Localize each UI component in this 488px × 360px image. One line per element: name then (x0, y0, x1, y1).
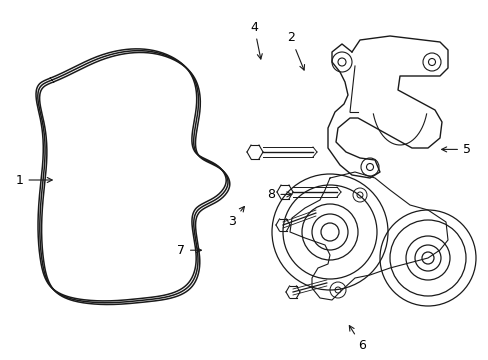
Text: 8: 8 (267, 188, 291, 201)
Text: 6: 6 (348, 325, 365, 352)
Text: 2: 2 (286, 31, 304, 70)
Text: 5: 5 (441, 143, 470, 156)
Text: 3: 3 (228, 207, 244, 228)
Text: 7: 7 (177, 244, 201, 257)
Text: 1: 1 (16, 174, 52, 186)
Text: 4: 4 (250, 21, 262, 59)
